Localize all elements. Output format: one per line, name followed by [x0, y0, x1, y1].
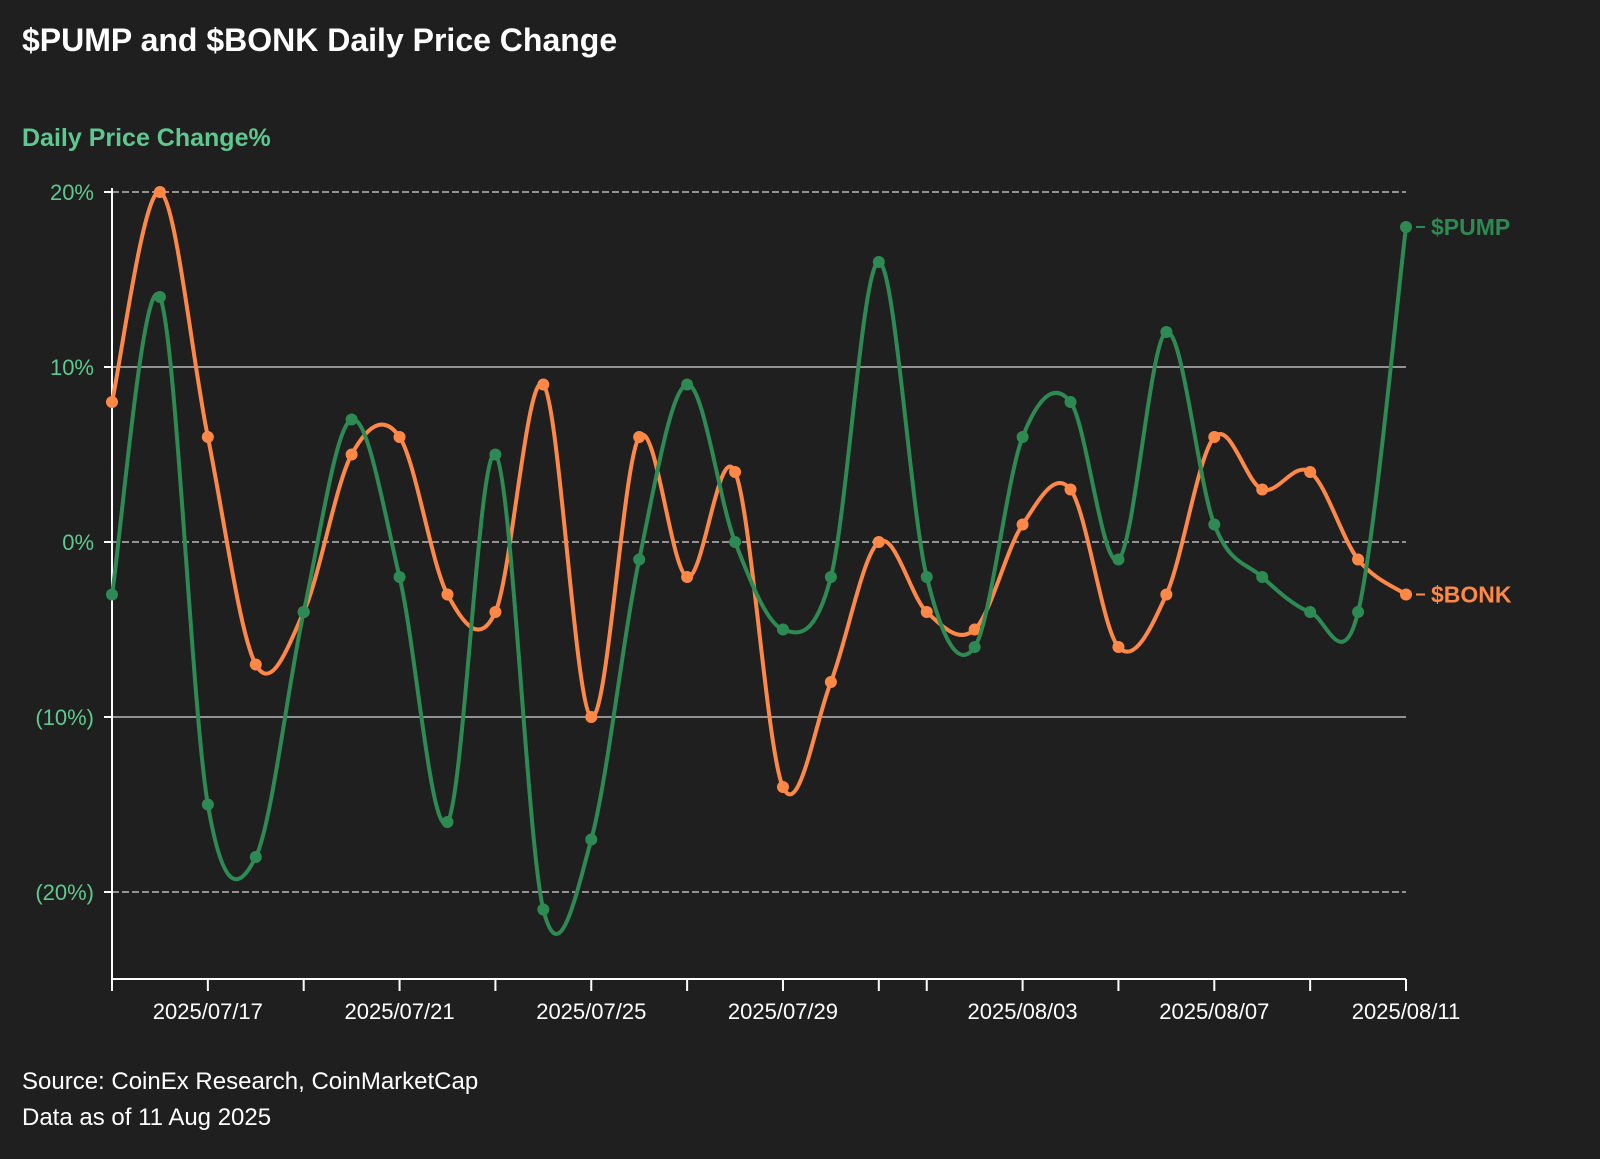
data-point-pump	[1304, 606, 1317, 618]
source-note: Source: CoinEx Research, CoinMarketCap	[22, 1068, 479, 1095]
data-point-bonk	[872, 536, 885, 548]
data-point-bonk	[153, 186, 166, 198]
data-point-bonk	[1160, 588, 1173, 601]
data-point-bonk	[345, 448, 358, 461]
data-point-pump	[1016, 431, 1029, 443]
series-pump	[106, 221, 1412, 936]
data-point-bonk	[776, 781, 789, 793]
data-point-pump	[1208, 518, 1221, 531]
data-point-pump	[920, 571, 933, 583]
data-point-pump	[153, 291, 166, 303]
series-end-labels: $BONK $PUMP	[1416, 214, 1512, 608]
series-line-bonk	[110, 189, 1408, 797]
y-tick-label: 10%	[50, 355, 94, 380]
chart-title: $PUMP and $BONK Daily Price Change	[22, 22, 618, 58]
data-point-bonk	[824, 676, 837, 688]
data-point-bonk	[585, 711, 598, 723]
data-point-bonk	[393, 431, 406, 443]
x-tick-labels: 2025/07/17 2025/07/21 2025/07/25 2025/07/29…	[153, 999, 1460, 1024]
data-point-bonk	[1016, 518, 1029, 531]
data-point-pump	[1112, 553, 1125, 566]
data-point-bonk	[1400, 588, 1412, 601]
data-point-bonk	[681, 571, 694, 583]
series-label-pump: $PUMP	[1431, 214, 1510, 240]
data-point-pump	[297, 606, 310, 618]
data-point-pump	[201, 798, 214, 811]
y-tick-label: 0%	[62, 530, 94, 555]
data-point-pump	[1352, 606, 1365, 618]
data-point-bonk	[1112, 641, 1125, 653]
data-point-pump	[441, 816, 454, 828]
data-point-bonk	[249, 658, 262, 671]
x-tick-label: 2025/07/21	[345, 999, 455, 1024]
data-point-bonk	[489, 606, 502, 618]
data-point-pump	[1064, 396, 1077, 408]
data-point-pump	[585, 833, 598, 846]
data-point-pump	[968, 641, 981, 653]
data-point-bonk	[201, 431, 214, 443]
data-point-bonk	[537, 378, 550, 391]
data-point-pump	[1400, 221, 1412, 233]
data-point-pump	[489, 448, 502, 461]
series-label-bonk: $BONK	[1431, 582, 1512, 608]
data-point-pump	[537, 903, 550, 916]
data-point-pump	[776, 623, 789, 636]
y-axis-label: Daily Price Change%	[22, 124, 271, 152]
data-point-pump	[106, 588, 118, 601]
y-tick-label: (10%)	[35, 705, 94, 730]
x-tick-label: 2025/07/29	[728, 999, 838, 1024]
data-point-pump	[872, 256, 885, 268]
x-tick-label: 2025/08/03	[968, 999, 1078, 1024]
data-point-bonk	[920, 606, 933, 618]
data-point-bonk	[1256, 483, 1269, 496]
x-tick-label: 2025/08/11	[1352, 999, 1460, 1024]
data-point-bonk	[968, 623, 981, 636]
y-tick-label: (20%)	[35, 880, 94, 905]
line-chart: 20%10%0%(10%)(20%) 2025/07/17 2025/07/21 2…	[35, 180, 1512, 1024]
data-point-pump	[393, 571, 406, 583]
data-point-pump	[729, 536, 742, 548]
data-point-pump	[345, 413, 358, 426]
data-point-pump	[681, 378, 694, 391]
x-tick-label: 2025/07/17	[153, 999, 263, 1024]
data-point-bonk	[1304, 466, 1317, 478]
data-point-bonk	[1064, 483, 1077, 496]
series-bonk	[106, 186, 1412, 797]
gridlines	[112, 191, 1406, 893]
series-group	[106, 186, 1412, 936]
y-tick-labels: 20% 10% 0% (10%) (20%)	[35, 180, 94, 905]
data-point-bonk	[1352, 553, 1365, 566]
data-point-bonk	[1208, 431, 1221, 443]
series-line-pump	[110, 226, 1408, 936]
data-point-bonk	[729, 466, 742, 478]
data-point-pump	[249, 851, 262, 863]
x-tick-label: 2025/08/07	[1159, 999, 1269, 1024]
data-as-of-note: Data as of 11 Aug 2025	[22, 1104, 272, 1131]
data-point-bonk	[441, 588, 454, 601]
y-tick-label: 20%	[50, 180, 94, 205]
x-tick-label: 2025/07/25	[536, 999, 646, 1024]
data-point-pump	[1256, 571, 1269, 583]
data-point-bonk	[106, 396, 118, 408]
data-point-pump	[824, 571, 837, 583]
data-point-bonk	[633, 431, 646, 443]
data-point-pump	[633, 553, 646, 566]
data-point-pump	[1160, 326, 1173, 338]
